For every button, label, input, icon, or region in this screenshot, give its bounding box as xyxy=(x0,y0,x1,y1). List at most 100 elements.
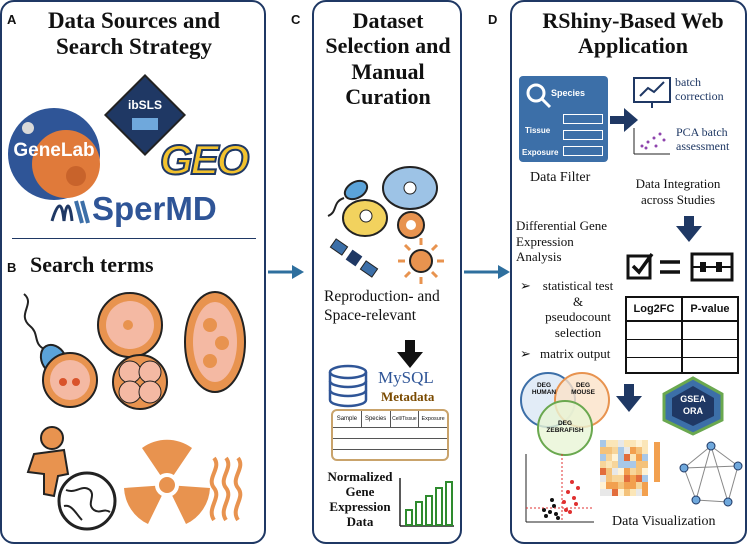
follicle-icon xyxy=(184,291,246,393)
heatmap-cell xyxy=(642,461,648,468)
genelab-planet-icon xyxy=(8,108,100,200)
heatmap-cell xyxy=(618,475,624,482)
filter-tissue-label: Tissue xyxy=(525,126,551,135)
venn-diagram-icon xyxy=(520,372,610,456)
normalized-data-label: Normalized Gene Expression Data xyxy=(327,469,393,529)
heatmap-cell xyxy=(630,489,636,496)
panel-a-title: Data Sources and Search Strategy xyxy=(47,8,221,60)
heatmap-cell xyxy=(630,468,636,475)
ibsls-badge-icon xyxy=(103,73,187,157)
pca-batch-label: PCA batch assessment xyxy=(676,125,730,153)
heatmap-cell xyxy=(630,461,636,468)
genelab-text: GeneLab xyxy=(13,140,95,161)
panel-d-letter: D xyxy=(488,12,498,27)
astronaut-icon xyxy=(26,426,70,498)
heatmap-cell xyxy=(618,447,624,454)
filter-species-label: Species xyxy=(551,88,586,98)
heatmap-cell xyxy=(606,440,612,447)
panel-b-letter: B xyxy=(7,260,17,275)
heatmap-cell xyxy=(624,489,630,496)
data-filter-widget: Species Tissue Exposure xyxy=(519,76,608,162)
col-pvalue: P-value xyxy=(690,303,730,315)
checklist-abacus-icon xyxy=(626,252,734,282)
heatmap-cell xyxy=(636,454,642,461)
panel-d-title: RShiny-Based Web Application xyxy=(542,8,724,59)
heatmap-cell xyxy=(624,461,630,468)
heatmap-cell xyxy=(606,461,612,468)
heatmap-cell xyxy=(630,482,636,489)
panel-c-title: Dataset Selection and Manual Curation xyxy=(325,8,451,109)
heatmap-cell xyxy=(624,447,630,454)
heatmap-cell xyxy=(600,482,606,489)
viz-caption: Data Visualization xyxy=(612,514,716,529)
venn-zebrafish: DEG ZEBRAFISH xyxy=(546,420,584,434)
heatmap-cell xyxy=(606,475,612,482)
metadata-table: Sample Species Cell/Tissue Exposure xyxy=(331,409,449,461)
heatmap-cell xyxy=(624,454,630,461)
filter-field-3 xyxy=(563,146,603,156)
heat-waves-icon xyxy=(209,456,243,522)
egg-cell-icon xyxy=(97,292,163,358)
heatmap-cell xyxy=(636,482,642,489)
heatmap-cell xyxy=(606,447,612,454)
heatmap-cell xyxy=(606,454,612,461)
heatmap-icon xyxy=(600,440,660,496)
batch-correction-monitor-icon xyxy=(633,77,671,108)
genelab-logo: GeneLab xyxy=(6,106,102,202)
heatmap-cell xyxy=(600,454,606,461)
ora-label: ORA xyxy=(683,406,703,416)
heatmap-cell xyxy=(624,468,630,475)
heatmap-cell xyxy=(642,440,648,447)
integration-caption: Data Integration across Studies xyxy=(635,176,721,207)
radiation-icon xyxy=(124,439,210,524)
venn-human: DEG HUMAN xyxy=(531,382,557,396)
heatmap-cell xyxy=(630,447,636,454)
filter-field-2 xyxy=(563,130,603,140)
heatmap-cell xyxy=(642,482,648,489)
ibsls-text: ibSLS xyxy=(127,98,162,112)
mysql-label: MySQL xyxy=(378,368,434,387)
heatmap-cell xyxy=(636,489,642,496)
metadata-col-sample: Sample xyxy=(333,411,362,427)
heatmap-cell xyxy=(624,440,630,447)
heatmap-cell xyxy=(618,461,624,468)
metadata-col-exposure: Exposure xyxy=(421,416,445,422)
spermd-text: SperMD xyxy=(92,190,217,227)
heatmap-cell xyxy=(606,482,612,489)
earth-icon xyxy=(57,471,117,531)
metadata-label: Metadata xyxy=(381,389,435,404)
search-icon xyxy=(526,83,552,109)
metadata-col-species: Species xyxy=(362,411,391,427)
metadata-col-tissue: Cell/Tissue xyxy=(391,411,420,427)
heatmap-cell xyxy=(612,468,618,475)
heatmap-cell xyxy=(642,447,648,454)
heatmap-cell xyxy=(624,482,630,489)
data-filter-caption: Data Filter xyxy=(530,170,591,185)
heatmap-cell xyxy=(618,489,624,496)
heatmap-cell xyxy=(612,440,618,447)
col-log2fc: Log2FC xyxy=(627,298,683,320)
heatmap-cell xyxy=(600,447,606,454)
heatmap-cell xyxy=(642,489,648,496)
gsea-hexagon-icon xyxy=(662,376,724,436)
heatmap-cell xyxy=(612,475,618,482)
arrow-filter-to-integration-icon xyxy=(610,108,638,132)
dge-item-1-text: statistical test & pseudocount selection xyxy=(542,278,614,340)
venn-mouse: DEG MOUSE xyxy=(571,382,595,396)
heatmap-cell xyxy=(612,482,618,489)
heatmap-cell xyxy=(642,468,648,475)
down-arrow-c-icon xyxy=(397,340,423,368)
heatmap-cell xyxy=(642,475,648,482)
heatmap-cell xyxy=(600,489,606,496)
heatmap-cell xyxy=(606,489,612,496)
satellite-icon xyxy=(329,238,379,278)
heatmap-cell xyxy=(612,447,618,454)
heatmap-cell xyxy=(630,475,636,482)
dge-bullet-1: ➢ xyxy=(520,278,531,293)
panel-c-letter: C xyxy=(291,12,301,27)
bar-chart-icon xyxy=(399,478,454,527)
sun-icon xyxy=(398,238,444,284)
dge-item-1: ➢ statistical test & pseudocount selecti… xyxy=(520,278,616,340)
dge-bullet-2: ➢ xyxy=(520,346,531,361)
heatmap-cell xyxy=(612,454,618,461)
